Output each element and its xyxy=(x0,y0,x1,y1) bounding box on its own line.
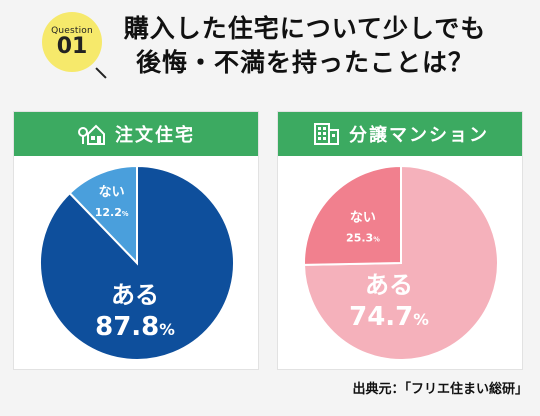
pie-label-no: ない xyxy=(99,185,125,200)
question-number: 01 xyxy=(56,34,88,59)
question-badge: Question 01 xyxy=(42,12,102,72)
pie-slice-no xyxy=(68,164,138,266)
pie-slice-yes xyxy=(302,164,499,361)
pie-slice-no xyxy=(303,164,402,266)
page-title: 購入した住宅について少しでも 後悔・不満を持ったことは？ xyxy=(110,12,500,80)
pie-value-no: 12.2% xyxy=(95,206,129,219)
house-icon xyxy=(78,124,105,145)
title-line-2: 後悔・不満を持ったことは？ xyxy=(135,48,474,77)
chart-panel-condominium: 分譲マンション ある 74.7% ない 25.3% xyxy=(277,111,523,370)
pie-label-yes: ある xyxy=(365,271,413,299)
pie-value-no: 25.3% xyxy=(346,232,380,245)
title-line-1: 購入した住宅について少しでも xyxy=(123,14,487,43)
panel-header-condominium: 分譲マンション xyxy=(278,112,522,156)
pie-value-yes: 87.8% xyxy=(95,312,175,342)
source-citation: 出典元：「フリエ住まい総研」 xyxy=(352,382,528,397)
panel-title: 分譲マンション xyxy=(349,125,489,146)
pie-value-yes: 74.7% xyxy=(349,302,429,332)
pie-chart-custom-house: ある 87.8% ない 12.2% xyxy=(39,164,235,361)
question-word: Question xyxy=(51,26,93,36)
panel-title: 注文住宅 xyxy=(115,125,195,146)
pie-chart-condominium: ある 74.7% ない 25.3% xyxy=(302,164,499,361)
apartment-building-icon xyxy=(314,123,339,145)
pie-label-yes: ある xyxy=(111,281,159,309)
chart-panel-custom-house: 注文住宅 ある 87.8% ない 12.2% xyxy=(13,111,259,370)
pie-label-no: ない xyxy=(350,211,376,226)
panel-header-custom-house: 注文住宅 xyxy=(14,112,258,156)
